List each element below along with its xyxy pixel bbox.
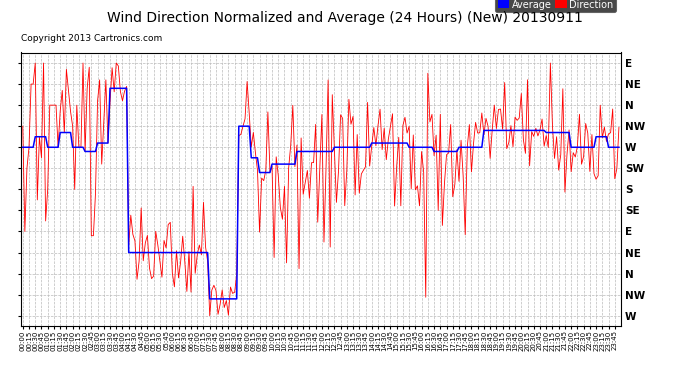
- Text: Copyright 2013 Cartronics.com: Copyright 2013 Cartronics.com: [21, 34, 162, 43]
- Text: Wind Direction Normalized and Average (24 Hours) (New) 20130911: Wind Direction Normalized and Average (2…: [107, 11, 583, 25]
- Legend: Average, Direction: Average, Direction: [495, 0, 616, 12]
